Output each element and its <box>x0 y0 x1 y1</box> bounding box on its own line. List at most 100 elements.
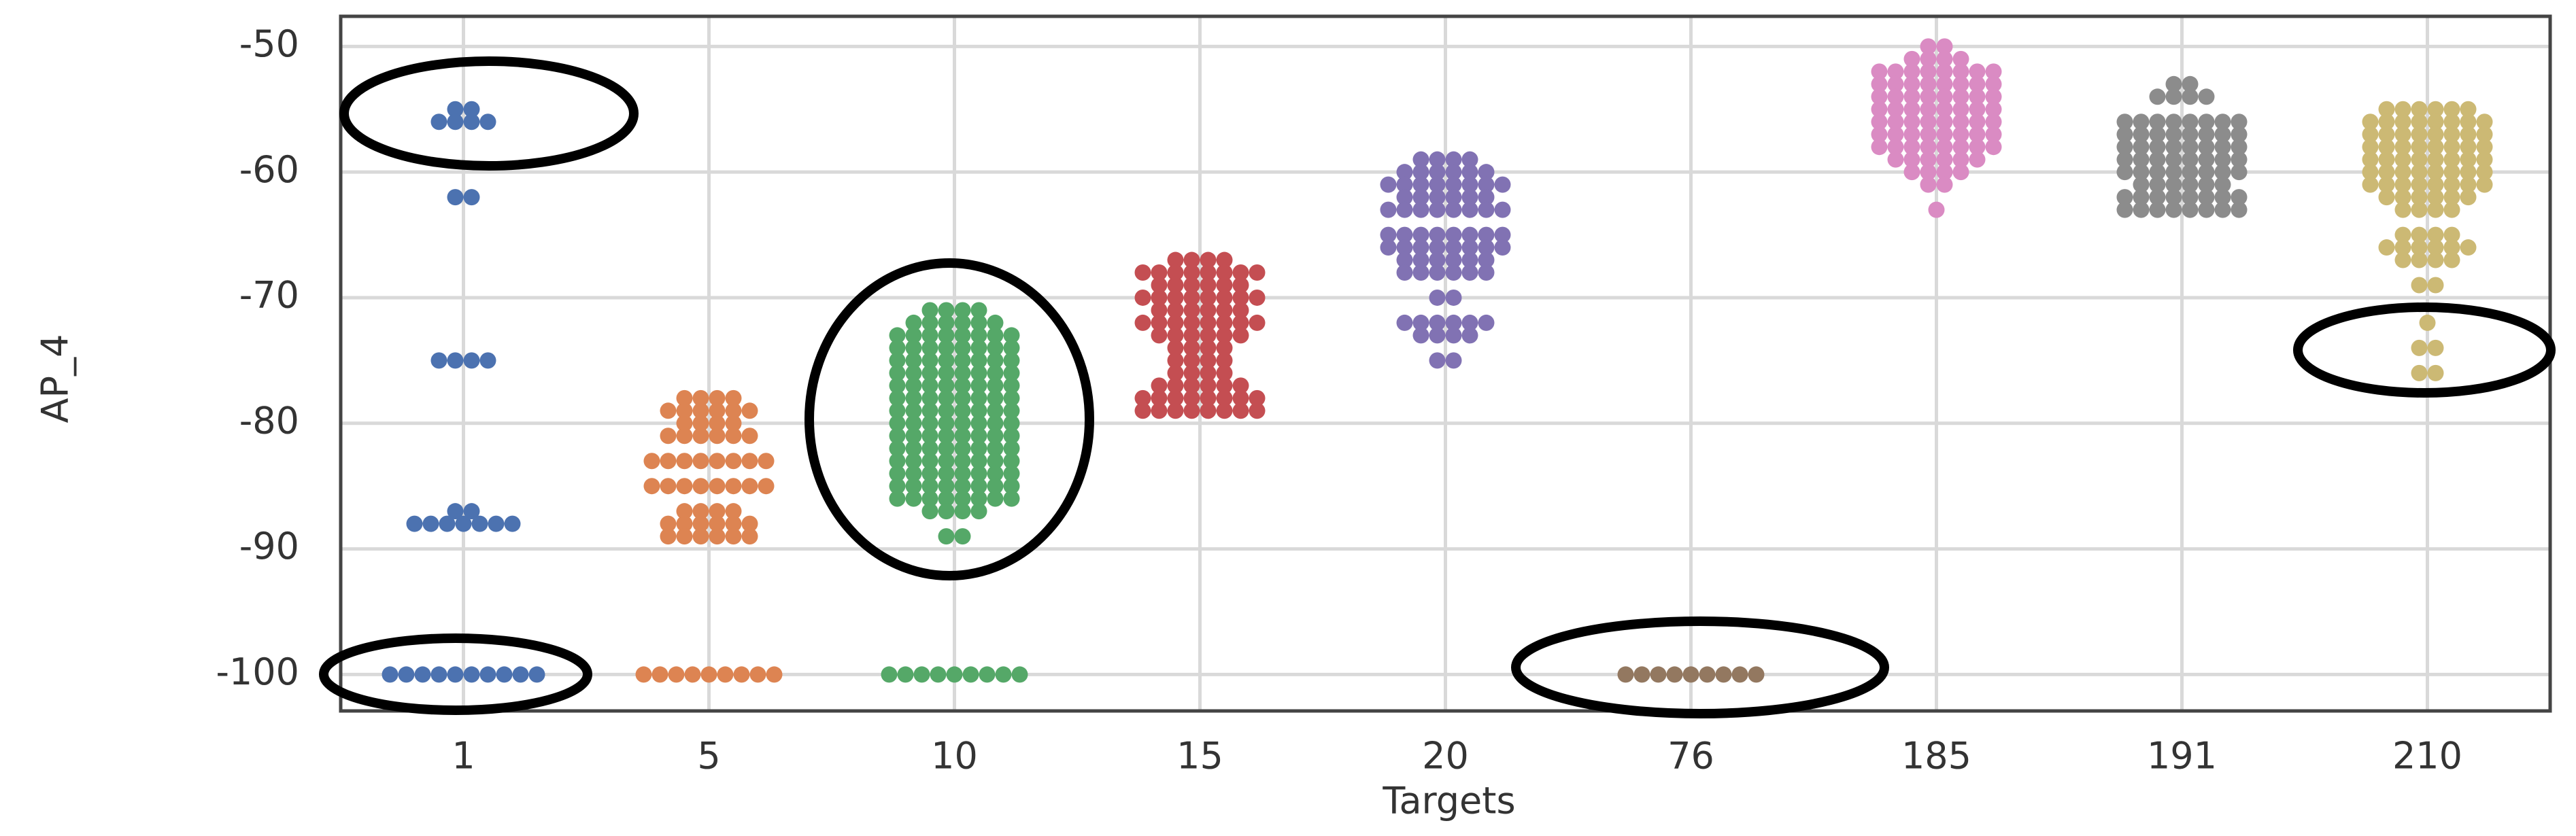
swarm-point <box>758 478 775 495</box>
swarm-point <box>643 453 660 470</box>
swarm-point <box>938 428 955 445</box>
swarm-point <box>970 364 987 381</box>
swarm-point <box>1396 226 1413 243</box>
swarm-point <box>979 666 996 683</box>
swarm-point <box>1461 164 1478 181</box>
swarm-point <box>2198 164 2215 181</box>
swarm-point <box>905 478 922 495</box>
swarm-point <box>1200 364 1217 381</box>
swarm-point <box>905 314 922 331</box>
swarm-point <box>1003 490 1020 507</box>
swarm-point <box>889 453 906 470</box>
swarm-point <box>905 377 922 394</box>
swarm-point <box>2443 201 2460 218</box>
swarm-point <box>1200 402 1217 419</box>
swarm-point <box>921 389 938 406</box>
swarm-point <box>2182 75 2199 92</box>
swarm-point <box>970 352 987 369</box>
swarm-point <box>2198 176 2215 193</box>
swarm-point <box>398 666 415 683</box>
swarm-point <box>938 302 955 319</box>
swarm-point <box>1871 75 1888 92</box>
swarm-point <box>1478 189 1495 206</box>
swarm-point <box>954 528 971 545</box>
swarm-point <box>889 415 906 432</box>
swarm-point <box>1478 264 1495 281</box>
swarm-point <box>692 478 709 495</box>
swarm-point <box>2378 239 2395 256</box>
swarm-point <box>2378 164 2395 181</box>
swarm-point <box>2443 176 2460 193</box>
swarm-point <box>2476 139 2493 156</box>
swarm-point <box>905 352 922 369</box>
swarm-point <box>905 327 922 344</box>
swarm-point <box>897 666 914 683</box>
swarm-point <box>725 478 742 495</box>
swarm-point <box>1920 75 1937 92</box>
swarm-point <box>684 666 701 683</box>
swarm-point <box>2460 189 2477 206</box>
swarm-point <box>692 389 709 406</box>
swarm-point <box>463 352 480 369</box>
swarm-point <box>1134 289 1151 306</box>
swarm-point <box>741 515 758 532</box>
swarm-point <box>676 415 693 432</box>
swarm-point <box>1903 50 1920 67</box>
swarm-point <box>725 428 742 445</box>
swarm-point <box>2165 139 2182 156</box>
swarm-point <box>938 528 955 545</box>
swarm-point <box>2460 126 2477 143</box>
swarm-point <box>382 666 399 683</box>
swarm-point <box>954 314 971 331</box>
swarm-point <box>2443 239 2460 256</box>
swarm-point <box>1216 364 1233 381</box>
swarm-point <box>905 389 922 406</box>
swarm-point <box>1952 88 1969 105</box>
swarm-point <box>1151 389 1168 406</box>
swarm-point <box>479 666 496 683</box>
swarm-point <box>2231 126 2248 143</box>
swarm-point <box>2198 189 2215 206</box>
swarm-point <box>1920 88 1937 105</box>
swarm-point <box>1903 164 1920 181</box>
swarm-point <box>2116 126 2133 143</box>
swarm-point <box>2443 226 2460 243</box>
swarm-point <box>938 377 955 394</box>
swarm-point <box>954 490 971 507</box>
swarm-point <box>970 440 987 457</box>
swarm-point <box>1985 88 2002 105</box>
swarm-point <box>921 415 938 432</box>
swarm-point <box>1985 75 2002 92</box>
swarm-point <box>1167 277 1184 294</box>
swarm-point <box>1920 176 1937 193</box>
swarm-point <box>1936 126 1953 143</box>
swarm-point <box>2362 164 2379 181</box>
swarm-point <box>2476 126 2493 143</box>
swarm-point <box>2165 201 2182 218</box>
swarm-point <box>1003 352 1020 369</box>
swarm-point <box>1928 201 1945 218</box>
swarm-point <box>954 465 971 482</box>
swarm-point <box>889 377 906 394</box>
swarm-point <box>1682 666 1699 683</box>
swarm-point <box>938 415 955 432</box>
swarm-point <box>913 666 930 683</box>
swarm-point <box>676 503 693 520</box>
swarm-point <box>741 528 758 545</box>
swarm-point <box>2198 151 2215 168</box>
swarm-point <box>1920 151 1937 168</box>
swarm-point <box>1134 402 1151 419</box>
swarm-point <box>921 453 938 470</box>
swarm-point <box>987 478 1004 495</box>
swarm-point <box>1200 327 1217 344</box>
swarm-point <box>1429 251 1446 268</box>
swarm-point <box>2394 114 2411 130</box>
swarm-point <box>1887 151 1904 168</box>
swarm-point <box>1396 189 1413 206</box>
swarm-point <box>1920 164 1937 181</box>
swarm-point <box>889 402 906 419</box>
swarm-point <box>1216 289 1233 306</box>
swarm-point <box>2460 239 2477 256</box>
